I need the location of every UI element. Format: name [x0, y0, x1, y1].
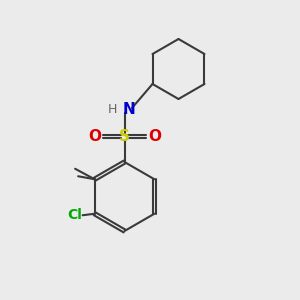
Text: O: O [88, 129, 101, 144]
Text: S: S [119, 129, 130, 144]
Text: Cl: Cl [68, 208, 82, 222]
Text: N: N [123, 102, 135, 117]
Text: O: O [148, 129, 161, 144]
Text: H: H [108, 103, 117, 116]
